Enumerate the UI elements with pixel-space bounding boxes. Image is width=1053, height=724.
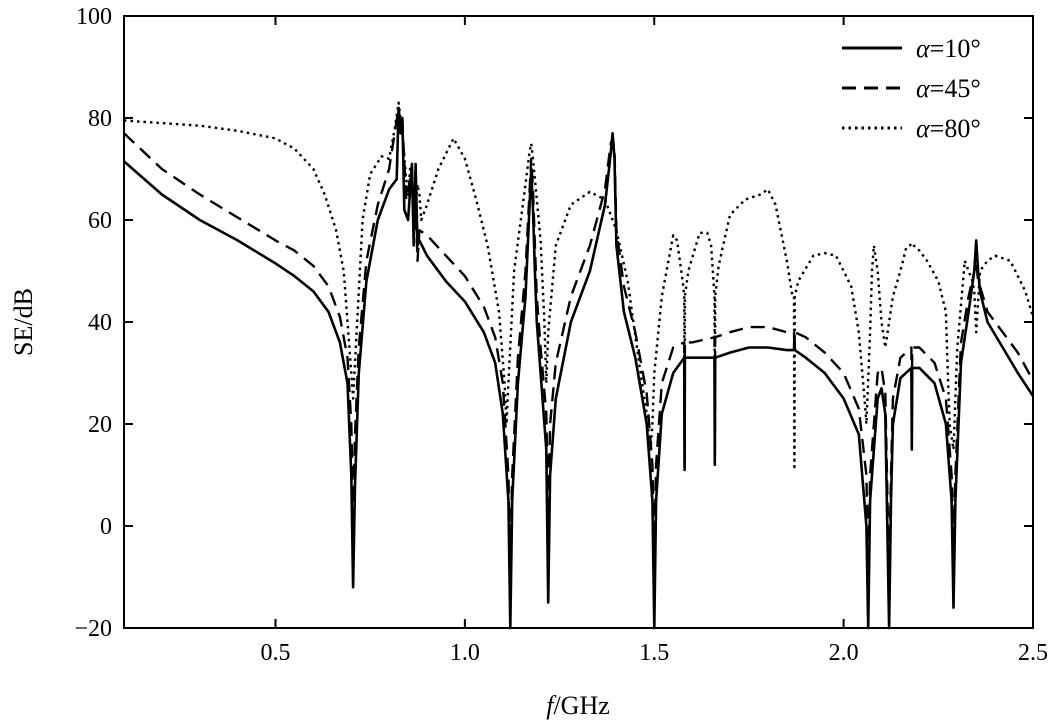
y-tick-label: 80 [88,106,112,132]
y-axis-label: SE/dB [9,288,38,356]
x-tick-label: 2.5 [1018,640,1048,666]
series-line-solid [123,106,1035,630]
legend-value: =80° [930,114,981,143]
legend-symbol: α [916,74,931,103]
x-tick-label: 1.5 [639,640,669,666]
series-line-dashed [123,106,1035,579]
legend-symbol: α [916,34,931,63]
legend-label-alpha-45: α=45° [916,74,981,103]
y-tick-label: 40 [88,310,112,336]
y-tick-label: 0 [100,514,112,540]
legend-value: =10° [930,34,981,63]
x-axis-label: f/GHz [546,691,610,720]
x-tick-label: 2.0 [829,640,859,666]
y-tick-label: 20 [88,412,112,438]
legend-label-alpha-10: α=10° [916,34,981,63]
x-tick-label: 1.0 [450,640,480,666]
legend-value: =45° [930,74,981,103]
y-tick-label: 100 [76,4,112,30]
y-tick-label: −20 [74,616,112,642]
legend-symbol: α [916,114,931,143]
y-tick-label: 60 [88,208,112,234]
legend: α=10° α=45° α=80° [842,34,981,143]
series-layer [123,101,1035,630]
tick-labels: 0.5 1.0 1.5 2.0 2.5 −20 0 20 40 60 80 100 [74,4,1048,666]
x-axis-label-unit: /GHz [553,691,609,720]
x-tick-label: 0.5 [261,640,291,666]
x-axis-label-variable: f [546,691,557,720]
legend-label-alpha-80: α=80° [916,114,981,143]
axis-ticks [124,15,1034,629]
series-line-dotted [123,101,1035,472]
plot-frame [123,15,1034,629]
